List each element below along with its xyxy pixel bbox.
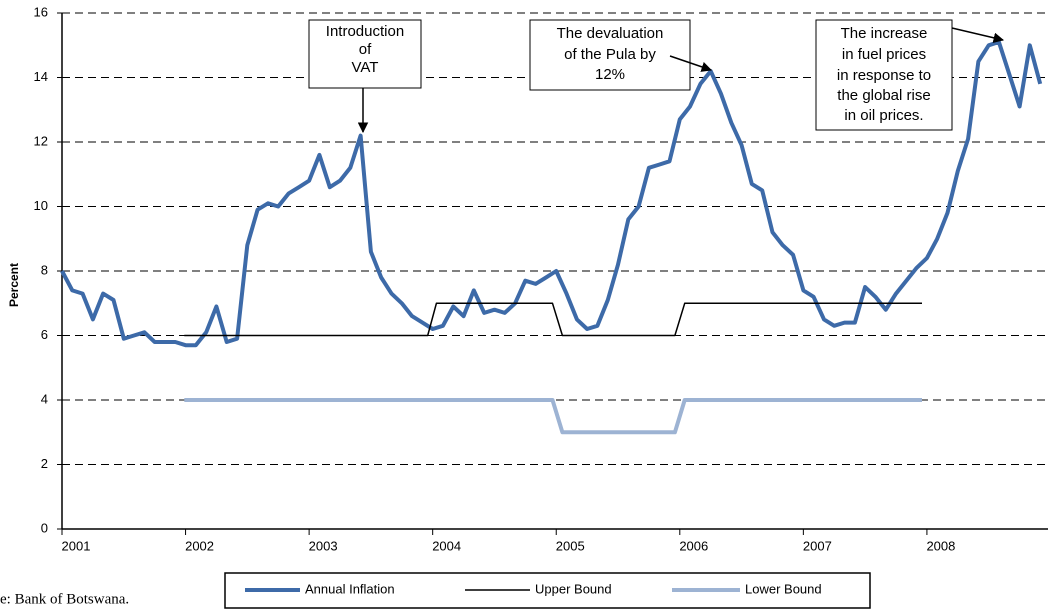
y-tick-label: 12 [34, 133, 48, 148]
x-tick-label: 2008 [926, 538, 955, 553]
y-tick-label: 16 [34, 4, 48, 19]
annotation-arrow [951, 27, 1005, 43]
source-note: e: Bank of Botswana. [0, 591, 129, 607]
x-tick-label: 2002 [185, 538, 214, 553]
annotation-text: in fuel prices [842, 46, 926, 63]
x-tick-label: 2006 [679, 538, 708, 553]
y-tick-label: 2 [41, 456, 48, 471]
y-axis-label: Percent [7, 263, 21, 307]
annotation-text: The increase [841, 25, 928, 42]
y-tick-label: 6 [41, 327, 48, 342]
y-tick-label: 4 [41, 391, 48, 406]
y-tick-label: 14 [34, 69, 48, 84]
annotation-text: 12% [595, 66, 625, 83]
legend-box [224, 572, 871, 609]
annotation-box [815, 19, 953, 131]
x-tick-label: 2003 [309, 538, 338, 553]
legend-label: Lower Bound [745, 581, 822, 596]
y-tick-label: 10 [34, 198, 48, 213]
legend-label: Upper Bound [535, 581, 612, 596]
annotation-text: of the Pula by [564, 46, 656, 63]
series-line [184, 302, 922, 337]
x-tick-label: 2007 [803, 538, 832, 553]
annotation-text: VAT [352, 59, 379, 76]
x-tick-label: 2001 [62, 538, 91, 553]
annotation-box [308, 19, 422, 89]
x-tick-label: 2004 [432, 538, 461, 553]
series-line [184, 398, 922, 435]
annotation-text: in response to [837, 67, 931, 84]
annotation-text: Introduction [326, 23, 404, 40]
annotation-arrow [669, 55, 712, 72]
annotation-text: in oil prices. [844, 107, 923, 124]
x-tick-label: 2005 [556, 538, 585, 553]
annotation-box [529, 19, 691, 91]
annotation-text: of [359, 41, 372, 58]
y-tick-label: 8 [41, 262, 48, 277]
annotation-text: the global rise [837, 87, 930, 104]
y-tick-label: 0 [41, 520, 48, 535]
legend-label: Annual Inflation [305, 581, 395, 596]
annotation-text: The devaluation [557, 25, 664, 42]
